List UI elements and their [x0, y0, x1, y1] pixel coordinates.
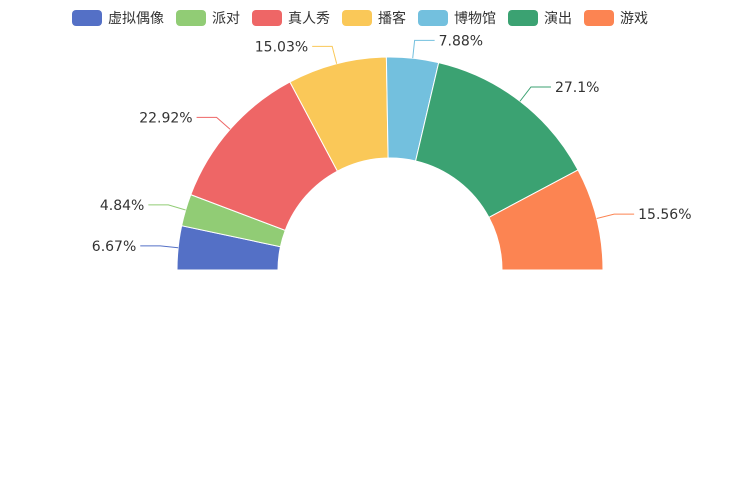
legend-item-4[interactable]: 博物馆 [418, 10, 496, 27]
data-label-6: 15.56% [638, 207, 691, 223]
legend-swatch [252, 10, 282, 26]
data-label-0: 6.67% [92, 239, 136, 255]
data-label-5: 27.1% [555, 80, 599, 96]
data-label-1: 4.84% [100, 198, 144, 214]
slices [176, 56, 604, 271]
legend-label: 虚拟偶像 [108, 11, 164, 27]
label-line-6 [596, 213, 635, 219]
data-label-4: 7.88% [439, 33, 483, 49]
data-label-2: 22.92% [139, 110, 192, 126]
label-line-3 [312, 45, 338, 64]
legend-label: 演出 [544, 11, 572, 27]
legend-swatch [508, 10, 538, 26]
legend-label: 真人秀 [288, 11, 330, 27]
label-line-1 [148, 204, 186, 211]
legend-item-6[interactable]: 游戏 [584, 10, 648, 27]
label-line-0 [140, 245, 179, 249]
data-labels: 6.67% 4.84% 22.92% 15.03% 7.88% 27.1% 15.56% [92, 33, 692, 255]
legend-label: 游戏 [620, 11, 648, 27]
legend-label: 派对 [212, 11, 240, 27]
legend-item-1[interactable]: 派对 [176, 10, 240, 27]
legend-item-2[interactable]: 真人秀 [252, 10, 330, 27]
legend-item-5[interactable]: 演出 [508, 10, 572, 27]
legend-item-0[interactable]: 虚拟偶像 [72, 10, 164, 27]
legend-label: 博物馆 [454, 10, 496, 27]
legend-item-3[interactable]: 播客 [342, 10, 406, 27]
legend: 虚拟偶像 派对 真人秀 播客 博物馆 演出 游戏 [72, 10, 648, 27]
legend-swatch [584, 10, 614, 26]
legend-swatch [176, 10, 206, 26]
label-line-5 [519, 86, 551, 102]
legend-label: 播客 [378, 10, 406, 27]
legend-swatch [72, 10, 102, 26]
label-line-2 [196, 116, 231, 130]
slice-6[interactable] [488, 169, 604, 271]
data-label-3: 15.03% [255, 39, 308, 55]
legend-swatch [418, 10, 448, 26]
label-line-4 [412, 39, 435, 59]
legend-swatch [342, 10, 372, 26]
